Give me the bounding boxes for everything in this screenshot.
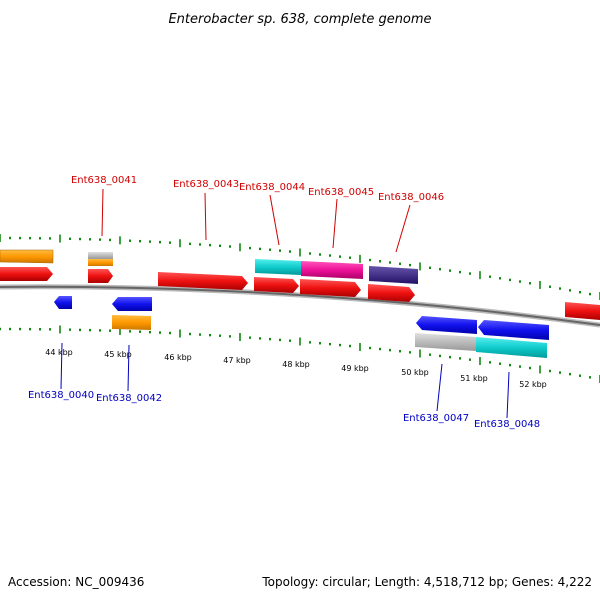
cds-arrow-right[interactable] [565, 302, 600, 320]
feature-purple-0046[interactable] [369, 266, 418, 284]
cds-arrow-0040[interactable] [54, 296, 72, 309]
feature-gray-0047[interactable] [415, 333, 476, 351]
scale-label: 50 kbp [401, 368, 429, 377]
cds-arrow-0042[interactable] [112, 297, 152, 311]
scale-label: 49 kbp [341, 364, 369, 373]
feature-orange-left[interactable] [0, 249, 54, 264]
genome-backbone-core [0, 285, 600, 326]
leader-lines-bottom [60, 342, 510, 419]
cds-arrow-0045[interactable] [300, 279, 361, 297]
cds-arrow-0044[interactable] [254, 277, 299, 293]
scale-label: 46 kbp [164, 353, 192, 362]
feature-cyan-0044[interactable] [255, 259, 301, 275]
accession-text: Accession: NC_009436 [8, 575, 144, 589]
gene-label-0048[interactable]: Ent638_0048 [474, 419, 540, 430]
gene-label-0041[interactable]: Ent638_0041 [71, 175, 137, 186]
gene-label-0044[interactable]: Ent638_0044 [239, 182, 305, 193]
gene-label-0047[interactable]: Ent638_0047 [403, 413, 469, 424]
cds-arrow-0046[interactable] [368, 284, 415, 302]
feature-track-upper [0, 249, 418, 284]
cds-arrow-0047[interactable] [416, 316, 477, 334]
scale-label: 47 kbp [223, 356, 251, 365]
feature-gray-0041[interactable] [88, 252, 113, 259]
page-title: Enterobacter sp. 638, complete genome [168, 12, 431, 27]
tick-marks [0, 234, 600, 383]
feature-orange-0041[interactable] [88, 259, 113, 266]
gene-labels-top: Ent638_0041 Ent638_0043 Ent638_0044 Ent6… [71, 175, 444, 203]
scale-label: 48 kbp [282, 360, 310, 369]
cds-arrow-0048[interactable] [478, 320, 549, 340]
gene-label-0040[interactable]: Ent638_0040 [28, 390, 94, 401]
scale-labels: 44 kbp 45 kbp 46 kbp 47 kbp 48 kbp 49 kb… [45, 348, 547, 389]
genome-summary-text: Topology: circular; Length: 4,518,712 bp… [261, 575, 592, 589]
cds-arrow-0041[interactable] [88, 269, 113, 283]
scale-label: 45 kbp [104, 350, 132, 359]
feature-magenta-0045[interactable] [301, 261, 363, 279]
gene-label-0042[interactable]: Ent638_0042 [96, 393, 162, 404]
gene-label-0043[interactable]: Ent638_0043 [173, 179, 239, 190]
feature-track-reverse [54, 296, 549, 340]
scale-label: 44 kbp [45, 348, 73, 357]
feature-track-lower [112, 315, 547, 358]
gene-label-0045[interactable]: Ent638_0045 [308, 187, 374, 198]
scale-label: 52 kbp [519, 380, 547, 389]
feature-orange-0042[interactable] [112, 315, 151, 330]
feature-cyan-0048[interactable] [476, 337, 547, 358]
cds-arrow-0043[interactable] [158, 272, 248, 290]
gene-label-0046[interactable]: Ent638_0046 [378, 192, 444, 203]
leader-lines-top [101, 188, 411, 253]
cds-arrow-left[interactable] [0, 267, 53, 281]
scale-label: 51 kbp [460, 374, 488, 383]
gene-labels-bottom: Ent638_0040 Ent638_0042 Ent638_0047 Ent6… [28, 390, 540, 430]
feature-track-forward [0, 267, 600, 320]
